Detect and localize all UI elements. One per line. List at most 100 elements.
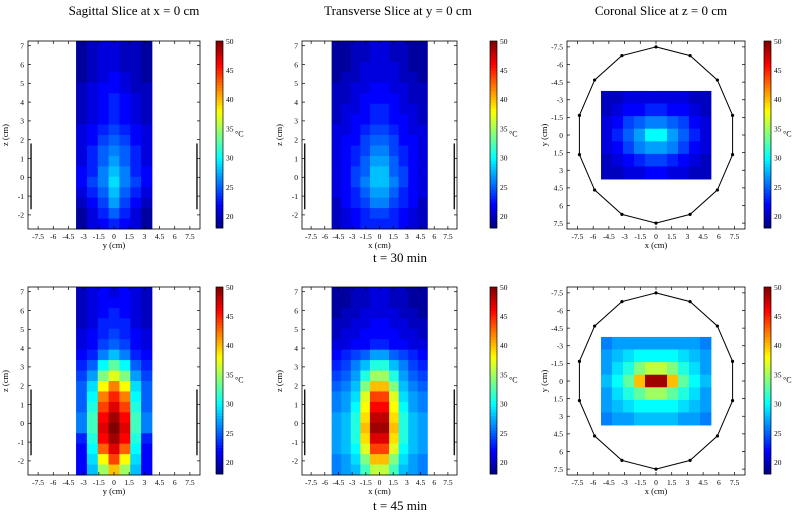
heatmap-cell	[141, 297, 153, 309]
x-tick-label: 3	[686, 232, 690, 241]
heatmap-cell	[119, 307, 131, 319]
colorbar-segment	[490, 444, 497, 449]
heatmap-cell	[331, 166, 342, 178]
heatmap-cell	[379, 287, 390, 298]
colorbar-frame	[489, 40, 498, 229]
heatmap-cell	[389, 339, 400, 351]
heatmap-cell	[130, 103, 142, 115]
heatmap-cell	[350, 360, 361, 371]
x-tick-label: -7.5	[32, 232, 44, 241]
heatmap-cell	[612, 387, 624, 401]
colorbar-segment	[490, 134, 497, 138]
heatmap-cell	[86, 422, 99, 434]
y-tick-label: 1.5	[554, 394, 564, 403]
heatmap-cell	[341, 349, 352, 361]
heatmap-cell	[141, 114, 153, 125]
heatmap-cell	[666, 412, 679, 426]
colorbar-tick-label: 45	[774, 312, 782, 321]
heatmap-cell	[350, 422, 361, 434]
heatmap-cell	[331, 454, 342, 465]
heatmap-cell	[656, 128, 668, 142]
x-tick-label: 1.5	[388, 478, 398, 487]
colorbar-segment	[490, 178, 497, 182]
heatmap-cell	[408, 41, 419, 52]
colorbar-tick-label: 50	[226, 283, 234, 292]
colorbar-segment	[490, 392, 497, 396]
heatmap-cell	[350, 103, 361, 115]
heatmap-cell	[341, 297, 352, 309]
heatmap-cell	[389, 155, 400, 167]
colorbar-segment	[490, 365, 497, 370]
heatmap-cell	[389, 114, 400, 125]
colorbar-segment	[490, 433, 497, 437]
colorbar-segment	[216, 134, 223, 138]
heatmap-cell	[331, 349, 342, 361]
y-tick-label: 5	[20, 325, 24, 334]
colorbar-segment	[764, 322, 771, 326]
colorbar-segment	[490, 166, 497, 170]
heatmap-cell	[369, 103, 380, 115]
heatmap-cell	[97, 422, 109, 434]
heatmap-cell	[417, 155, 428, 167]
colorbar-segment	[216, 374, 223, 378]
heatmap-cell	[119, 297, 131, 309]
heatmap-cell	[417, 433, 428, 445]
heatmap-cell	[130, 187, 142, 199]
colorbar-segment	[490, 143, 497, 147]
heatmap-cell	[360, 114, 371, 125]
colorbar-segment	[764, 81, 771, 86]
colorbar-segment	[490, 84, 497, 89]
heatmap-cell	[398, 166, 409, 178]
heatmap-cell	[398, 328, 409, 340]
heatmap-cell	[398, 187, 409, 199]
heatmap-cell	[677, 90, 690, 104]
colorbar-segment	[764, 198, 771, 203]
heatmap-cell	[341, 422, 352, 434]
heatmap-cell	[398, 307, 409, 319]
colorbar-segment	[490, 201, 497, 206]
heatmap-cell	[86, 51, 99, 63]
heatmap-cell	[389, 93, 400, 105]
heatmap-cell	[389, 72, 400, 84]
colorbar-segment	[490, 163, 497, 168]
x-tick-label: -1.5	[360, 232, 372, 241]
heatmap-cell	[369, 176, 380, 188]
colorbar-segment	[490, 169, 497, 173]
heatmap-cell	[389, 433, 400, 445]
colorbar-tick-label: 35	[774, 370, 782, 379]
colorbar-segment	[216, 327, 223, 332]
heatmap-cell	[612, 166, 624, 180]
heatmap-cell	[86, 103, 99, 115]
colorbar-segment	[490, 187, 497, 191]
heatmap-cell	[408, 103, 419, 115]
heatmap-cell	[688, 349, 701, 363]
heatmap-cell	[76, 208, 88, 219]
colorbar-segment	[216, 362, 223, 367]
heatmap-cell	[108, 422, 120, 434]
electrode-dot	[620, 458, 624, 462]
heatmap-cell	[645, 90, 657, 104]
colorbar-segment	[764, 55, 771, 59]
colorbar-segment	[764, 450, 771, 454]
heatmap-cell	[699, 387, 712, 401]
colorbar-segment	[216, 143, 223, 147]
x-tick-label: 6	[173, 232, 177, 241]
colorbar-segment	[764, 67, 771, 71]
heatmap-cell	[350, 208, 361, 219]
heatmap-cell	[360, 349, 371, 361]
heatmap-cell	[130, 176, 142, 188]
electrode-dot	[730, 359, 735, 363]
colorbar-segment	[764, 462, 771, 466]
y-tick-label: -3	[557, 96, 563, 105]
heatmap-cell	[379, 41, 390, 52]
y-tick-label: 4	[20, 344, 24, 353]
heatmap-cell	[398, 82, 409, 94]
colorbar-frame	[763, 286, 772, 475]
colorbar-segment	[764, 456, 771, 460]
heatmap-cell	[86, 208, 99, 219]
colorbar-segment	[216, 190, 223, 194]
heatmap-cell	[408, 124, 419, 136]
heatmap-cell	[379, 61, 390, 73]
colorbar-segment	[764, 357, 771, 361]
heatmap-cell	[108, 454, 120, 465]
